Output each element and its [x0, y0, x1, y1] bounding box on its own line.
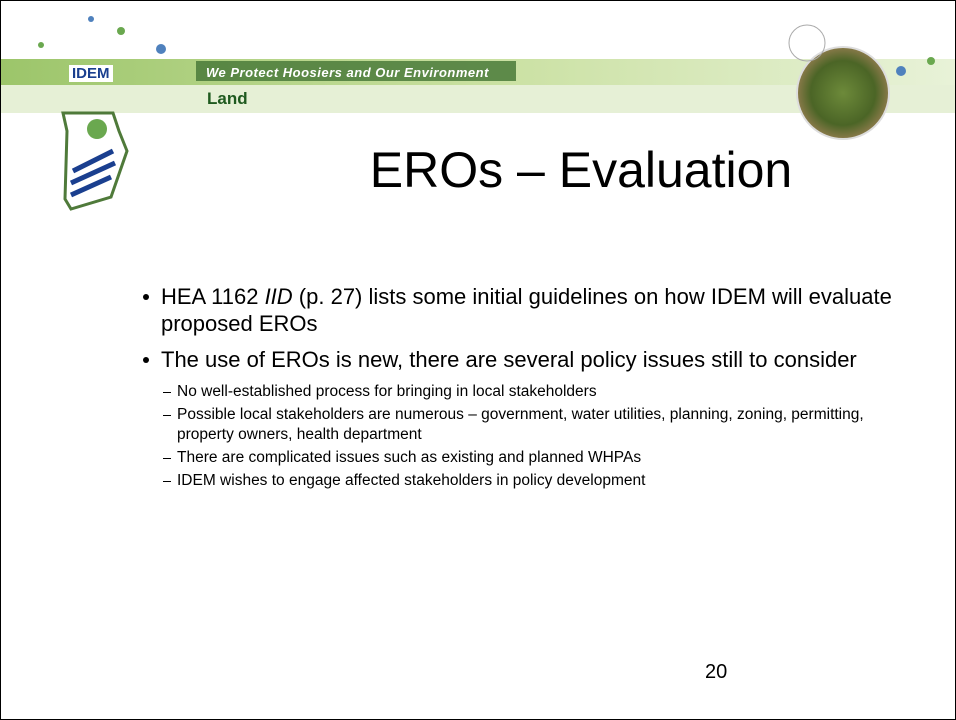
tagline: We Protect Hoosiers and Our Environment: [206, 65, 489, 80]
sub-bullet: There are complicated issues such as exi…: [161, 448, 921, 468]
section-label: Land: [207, 89, 248, 109]
sub-bullet-dash: [163, 415, 171, 416]
page-number: 20: [705, 661, 727, 684]
bullet-dot: [143, 357, 149, 363]
sub-bullet-dash: [163, 481, 171, 482]
sub-bullet: No well-established process for bringing…: [161, 382, 921, 402]
sub-bullet-dash: [163, 392, 171, 393]
bullet-list: HEA 1162 IID (p. 27) lists some initial …: [141, 283, 921, 494]
header-art: [1, 1, 955, 241]
bullet-text: The use of EROs is new, there are severa…: [161, 347, 857, 372]
sub-bullet: IDEM wishes to engage affected stakehold…: [161, 471, 921, 491]
sub-bullet-text: Possible local stakeholders are numerous…: [177, 406, 864, 443]
bullet-dot: [143, 294, 149, 300]
sub-bullet-text: No well-established process for bringing…: [177, 383, 597, 400]
sub-bullet-dash: [163, 458, 171, 459]
sub-bullet-text: There are complicated issues such as exi…: [177, 449, 641, 466]
slide: IDEM We Protect Hoosiers and Our Environ…: [0, 0, 956, 720]
bullet-text: HEA 1162: [161, 284, 265, 309]
slide-title: EROs – Evaluation: [151, 141, 956, 199]
sub-bullet: Possible local stakeholders are numerous…: [161, 405, 921, 445]
sub-bullet-text: IDEM wishes to engage affected stakehold…: [177, 472, 645, 489]
logo-text: IDEM: [69, 65, 113, 82]
bullet: The use of EROs is new, there are severa…: [141, 346, 921, 373]
bullet-text: IID: [265, 284, 293, 309]
bullet: HEA 1162 IID (p. 27) lists some initial …: [141, 283, 921, 337]
